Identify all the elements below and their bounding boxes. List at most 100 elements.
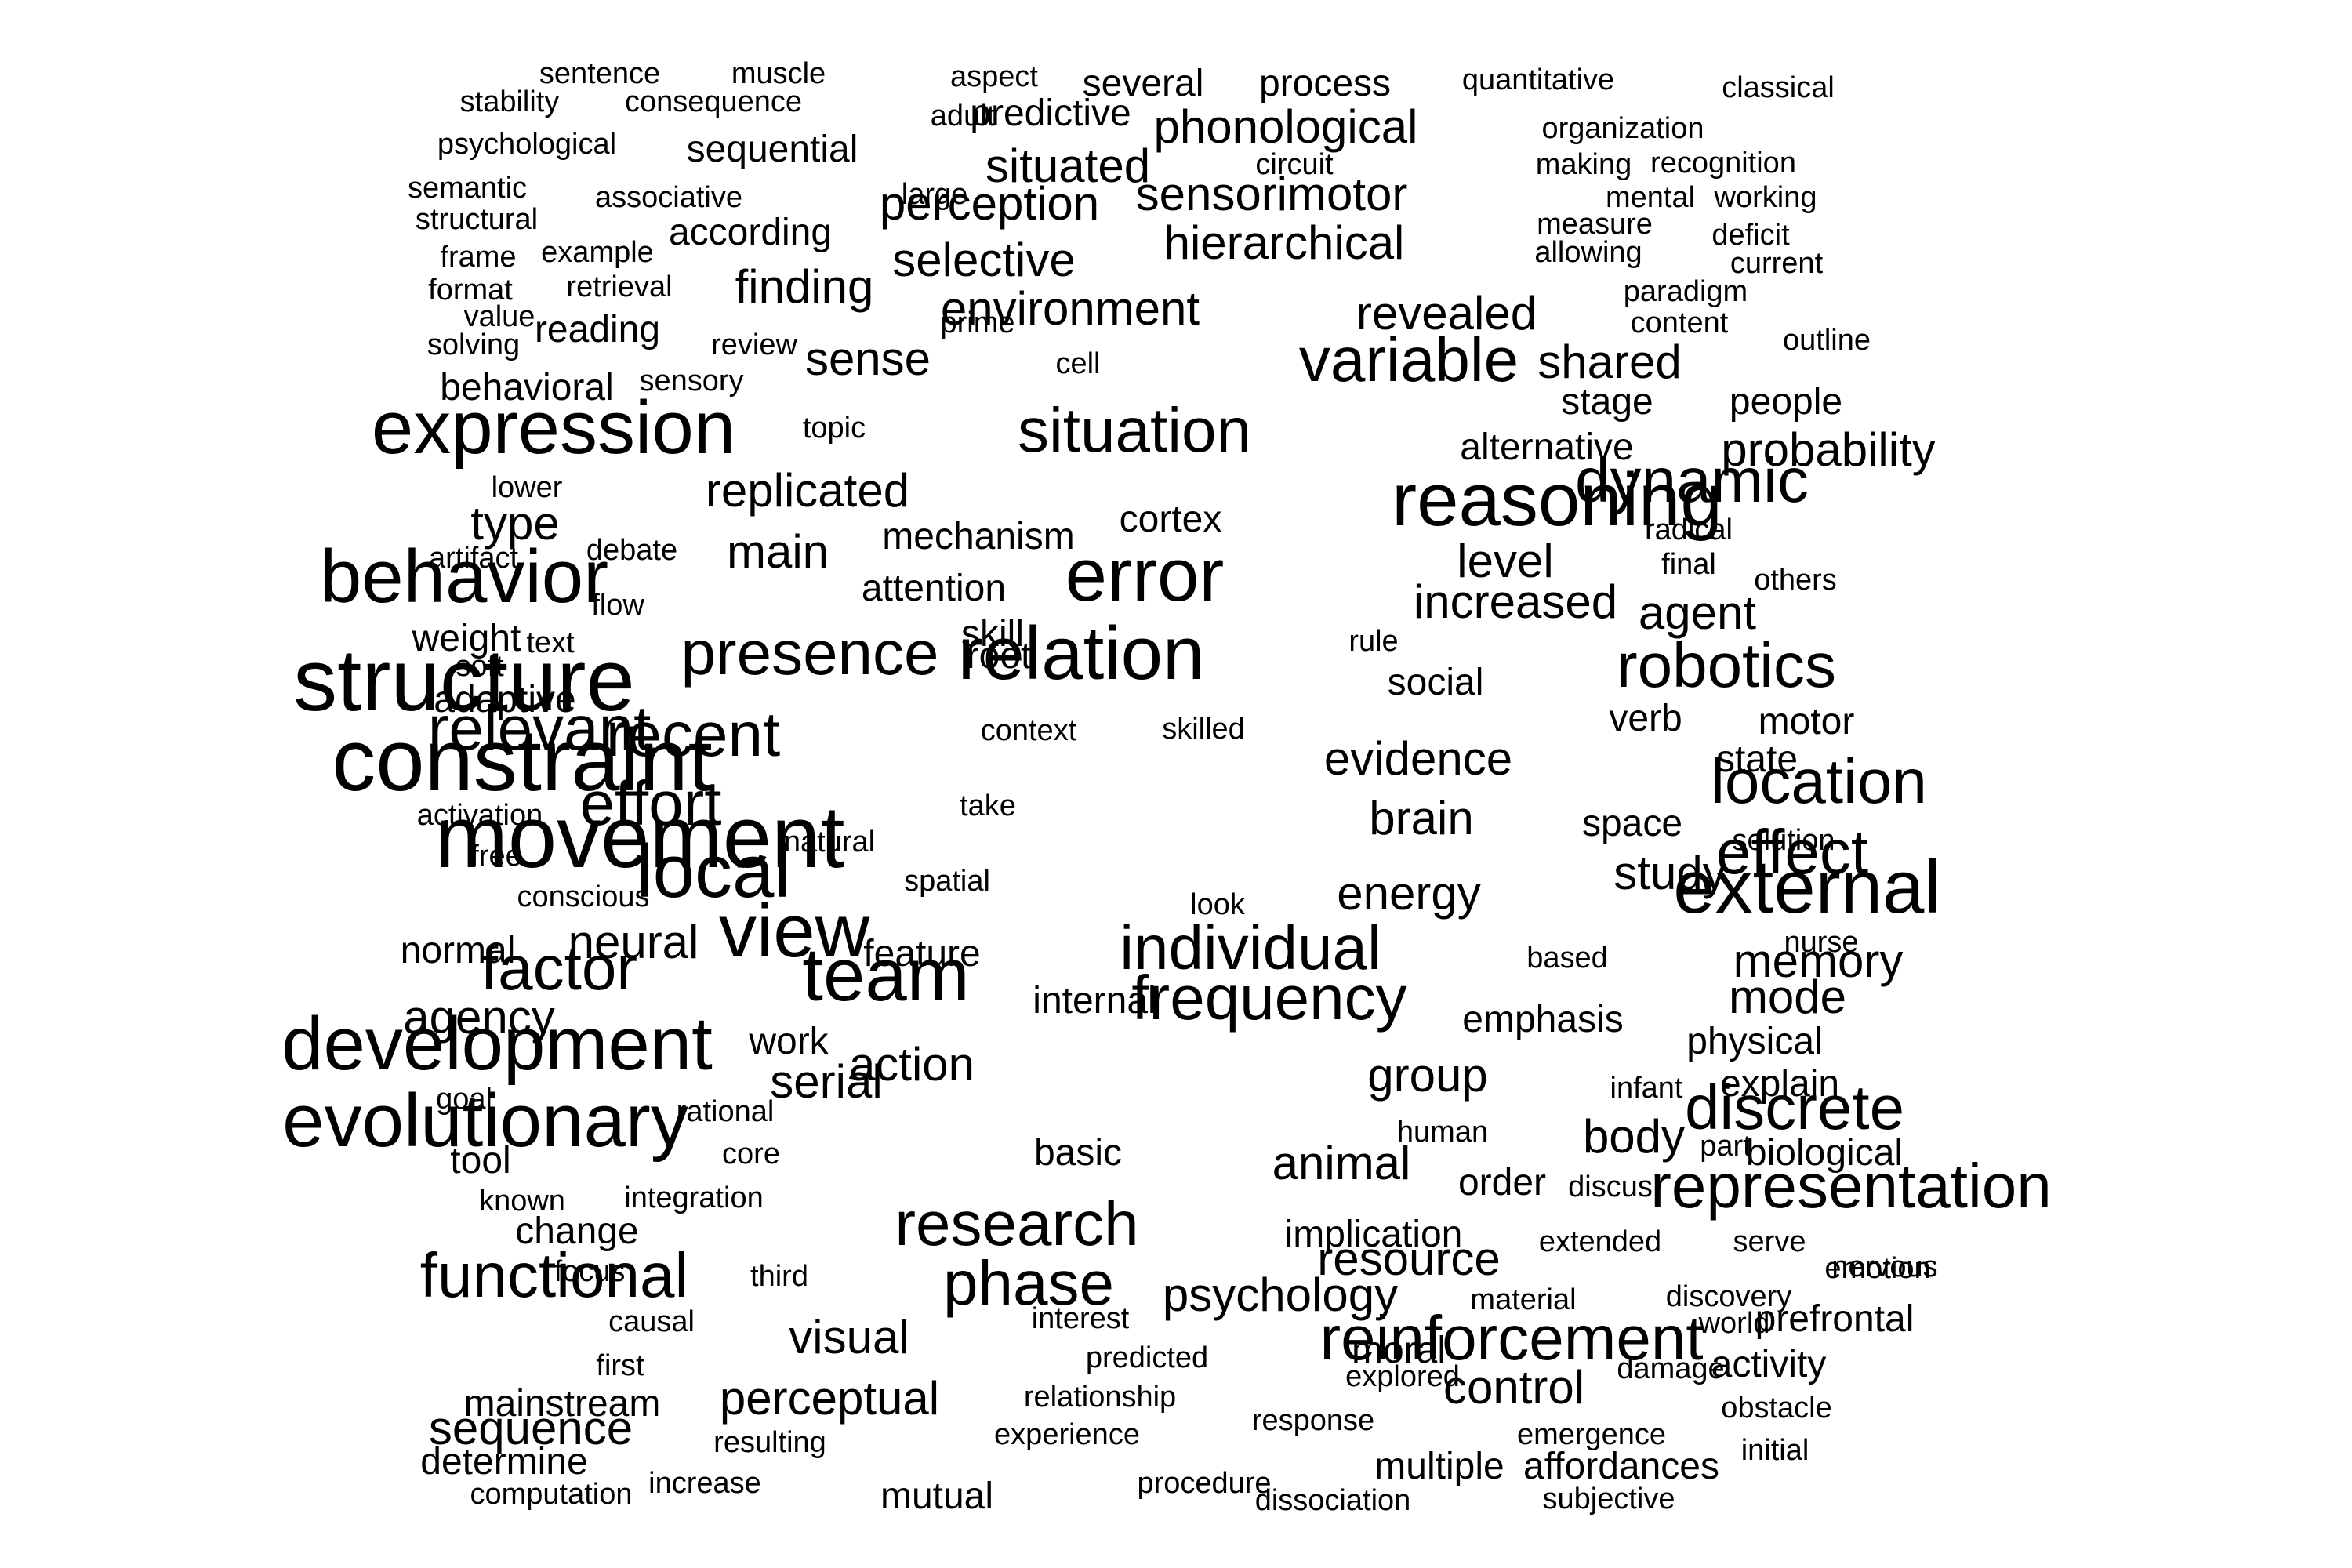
cloud-word: determine [420, 1441, 587, 1483]
cloud-word: reasoning [1392, 458, 1722, 542]
cloud-word: moral [1352, 1330, 1446, 1371]
cloud-word: organization [1541, 112, 1704, 145]
cloud-word: several [1083, 63, 1204, 104]
cloud-word: structure [293, 631, 635, 729]
cloud-word: discovery [1666, 1280, 1792, 1313]
cloud-word: team [802, 933, 969, 1017]
cloud-word: cell [1055, 347, 1100, 380]
cloud-word: take [960, 789, 1016, 822]
cloud-word: goal [436, 1083, 492, 1116]
cloud-word: spatial [904, 865, 990, 898]
cloud-word: factor [481, 933, 637, 1003]
cloud-word: adaptive [434, 679, 575, 720]
cloud-word: error [1065, 533, 1225, 617]
cloud-word: emotion [1824, 1252, 1930, 1285]
cloud-word: mechanism [882, 516, 1074, 557]
cloud-word: activation [417, 799, 543, 832]
cloud-word: resource [1317, 1232, 1500, 1285]
cloud-word: sequential [687, 129, 858, 170]
cloud-word: discus [1568, 1171, 1653, 1203]
cloud-word: constraint [332, 711, 713, 809]
cloud-word: affordances [1523, 1446, 1719, 1487]
cloud-word: part [1700, 1130, 1751, 1163]
cloud-word: motor [1759, 701, 1855, 742]
cloud-word: implication [1285, 1214, 1463, 1255]
cloud-word: artifact [429, 542, 518, 575]
cloud-word: radical [1645, 514, 1733, 546]
cloud-word: psychology [1163, 1269, 1398, 1321]
cloud-word: neural [568, 916, 699, 968]
cloud-word: obstacle [1721, 1392, 1832, 1425]
cloud-word: basic [1034, 1132, 1122, 1174]
cloud-word: review [711, 328, 797, 361]
cloud-word: rule [1348, 625, 1398, 658]
cloud-word: phonological [1154, 100, 1418, 153]
cloud-word: work [748, 1021, 829, 1062]
cloud-word: damage [1617, 1352, 1724, 1385]
cloud-word: weight [412, 618, 521, 659]
cloud-word: expression [372, 386, 735, 470]
cloud-word: location [1711, 746, 1927, 816]
cloud-word: lower [492, 471, 563, 504]
cloud-word: free [470, 840, 521, 873]
cloud-word: mainstream [464, 1383, 661, 1425]
cloud-word: reading [535, 309, 660, 350]
cloud-word: cortex [1120, 499, 1222, 540]
cloud-word: explain [1720, 1063, 1839, 1105]
cloud-word: reinforcement [1319, 1303, 1703, 1373]
cloud-word: prime [940, 307, 1014, 339]
cloud-word: retrieval [566, 270, 672, 303]
cloud-word: soft [456, 650, 504, 683]
cloud-word: root [967, 635, 1032, 677]
cloud-word: increased [1414, 575, 1617, 628]
cloud-word: state [1716, 739, 1798, 780]
cloud-word: level [1457, 535, 1553, 587]
cloud-word: social [1388, 662, 1484, 703]
cloud-word: extended [1539, 1225, 1661, 1258]
cloud-word: behavioral [440, 367, 613, 408]
cloud-word: sentence [539, 57, 660, 90]
cloud-word: nurse [1784, 926, 1858, 959]
cloud-word: relation [958, 612, 1205, 695]
cloud-word: conscious [517, 880, 650, 913]
cloud-word: people [1730, 381, 1842, 423]
cloud-word: large [902, 178, 968, 211]
cloud-word: alternative [1460, 426, 1633, 468]
cloud-word: topic [803, 412, 866, 445]
cloud-word: sensory [639, 365, 743, 397]
cloud-word: verb [1609, 698, 1682, 739]
cloud-word: study [1613, 847, 1726, 899]
cloud-word: brain [1369, 792, 1473, 844]
cloud-word: sense [805, 332, 931, 385]
cloud-word: energy [1337, 867, 1480, 920]
cloud-word: type [470, 497, 559, 550]
cloud-word: integration [624, 1181, 763, 1214]
cloud-word: structural [416, 203, 538, 236]
cloud-word: skill [961, 613, 1024, 655]
cloud-word: discrete [1685, 1073, 1904, 1142]
cloud-word: development [281, 1002, 713, 1086]
cloud-word: consequence [625, 85, 802, 118]
cloud-word: space [1582, 803, 1682, 844]
cloud-word: experience [994, 1418, 1140, 1451]
cloud-word: prefrontal [1755, 1298, 1915, 1340]
cloud-word: based [1526, 942, 1608, 975]
cloud-word: presence [681, 618, 938, 688]
cloud-word: initial [1741, 1434, 1809, 1467]
cloud-word: tool [450, 1140, 510, 1181]
cloud-word: focus [554, 1255, 626, 1288]
cloud-word: sequence [429, 1402, 633, 1454]
cloud-word: nervous [1831, 1250, 1937, 1283]
cloud-word: sensorimotor [1136, 168, 1408, 220]
cloud-word: skilled [1162, 713, 1245, 746]
cloud-word: core [722, 1138, 780, 1171]
cloud-word: action [849, 1038, 975, 1091]
cloud-word: effect [1716, 817, 1868, 887]
cloud-word: predicted [1086, 1341, 1208, 1374]
cloud-word: adult [931, 100, 996, 132]
cloud-word: change [515, 1210, 638, 1252]
cloud-word: recognition [1650, 147, 1796, 180]
cloud-word: situation [1018, 395, 1251, 465]
cloud-word: first [596, 1349, 644, 1382]
cloud-word: deficit [1711, 219, 1790, 252]
